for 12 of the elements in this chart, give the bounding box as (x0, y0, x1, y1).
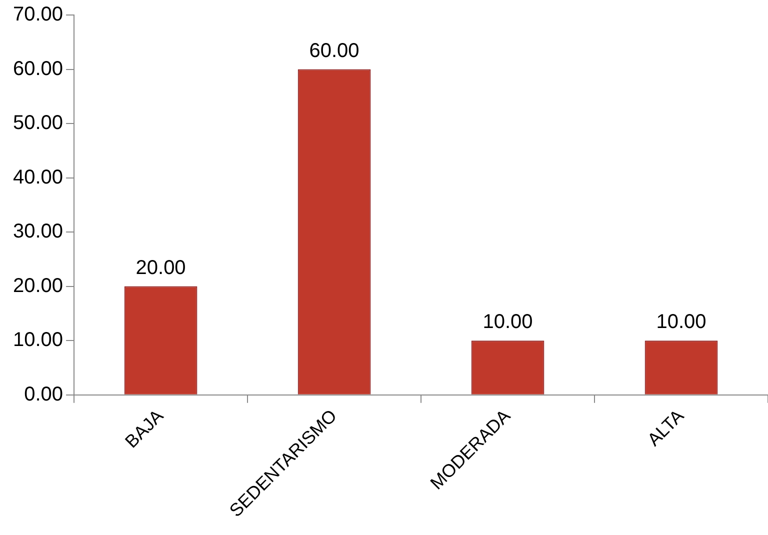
y-tick-label: 50.00 (12, 112, 64, 134)
y-tick-label: 0.00 (24, 383, 64, 406)
data-label: 20.00 (136, 256, 186, 279)
y-tick-label: 70.00 (12, 4, 64, 26)
data-label: 60.00 (309, 40, 360, 62)
y-tick-label: 60.00 (12, 58, 64, 80)
y-tick-label: 20.00 (12, 274, 64, 297)
data-label: 10.00 (482, 311, 533, 334)
y-tick-label: 40.00 (12, 166, 64, 188)
y-tick-label: 30.00 (12, 220, 64, 243)
data-label: 10.00 (656, 311, 706, 334)
y-tick-label: 10.00 (12, 329, 64, 352)
